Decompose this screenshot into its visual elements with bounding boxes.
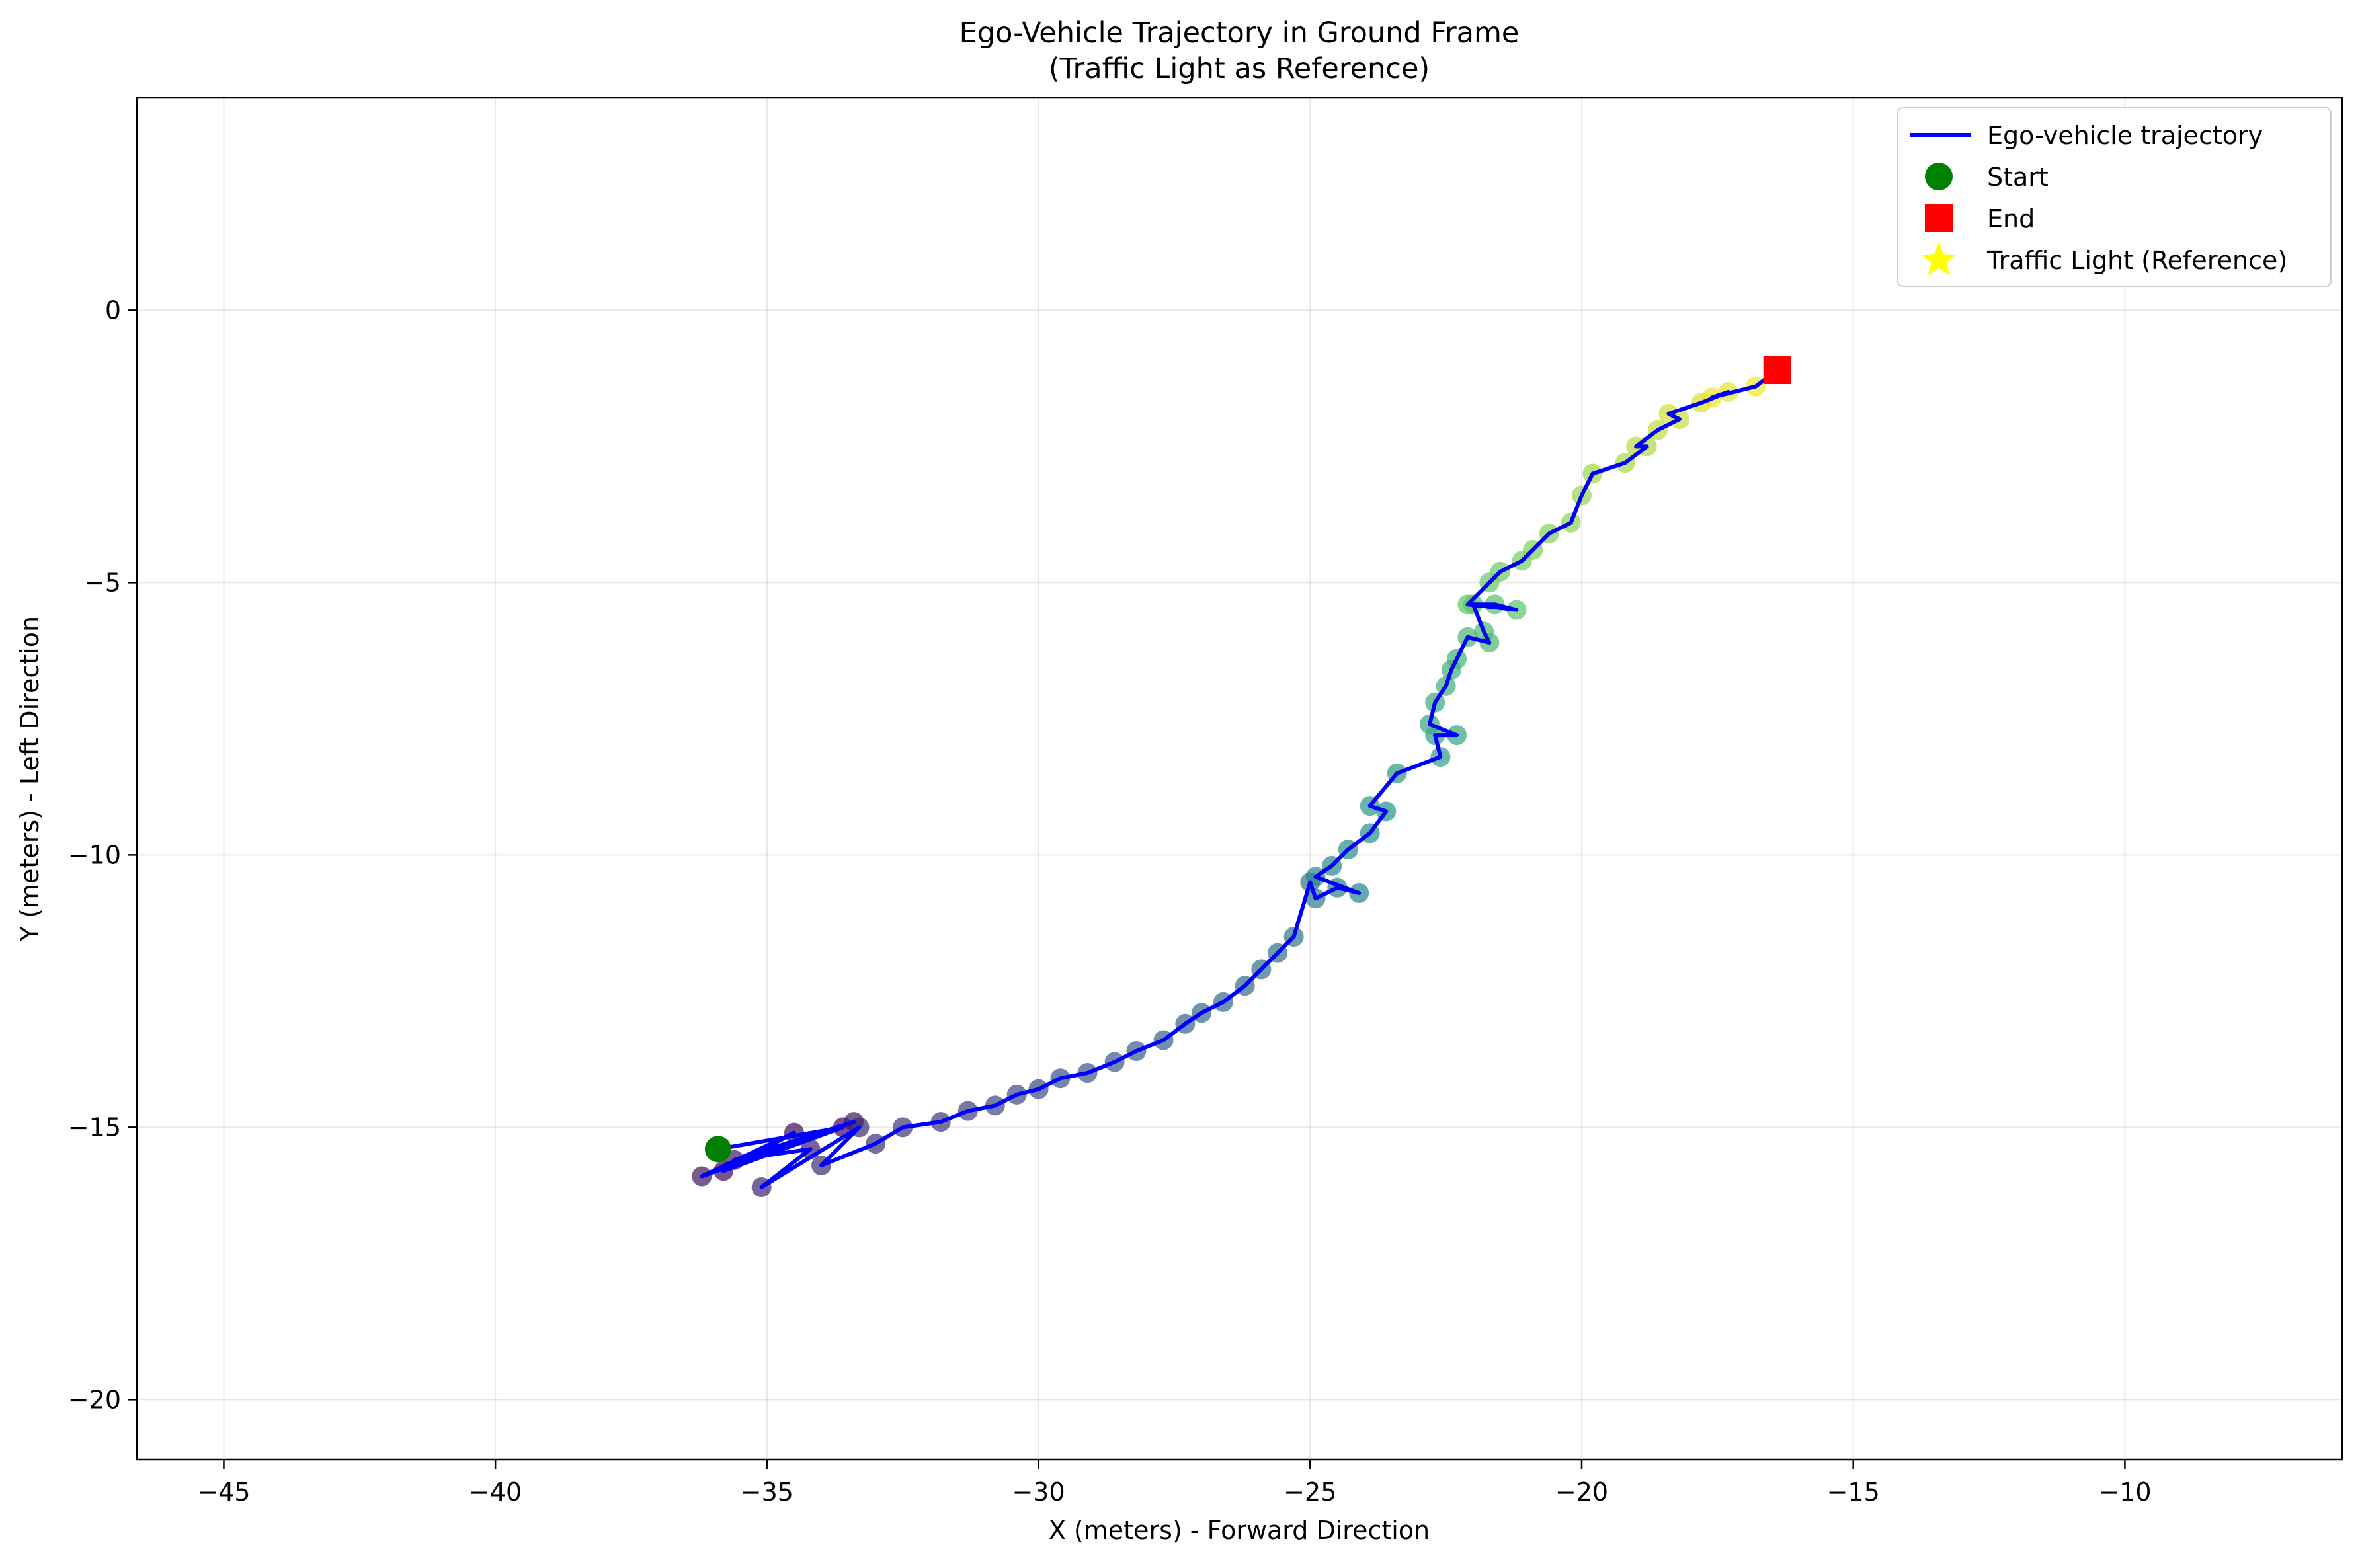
x-axis-ticks: −45 −40 −35 −30 −25 −20 −15 −10 bbox=[197, 1460, 2152, 1507]
x-tick-label: −35 bbox=[741, 1477, 793, 1507]
legend-start-swatch bbox=[1925, 163, 1953, 190]
start-marker bbox=[704, 1136, 731, 1163]
y-tick-label: −20 bbox=[68, 1385, 121, 1414]
y-axis-ticks: 0 −5 −10 −15 −20 bbox=[68, 295, 137, 1414]
x-tick-label: −15 bbox=[1827, 1477, 1880, 1507]
legend-label-end: End bbox=[1987, 204, 2035, 233]
legend-label-start: Start bbox=[1987, 163, 2049, 192]
x-tick-label: −40 bbox=[469, 1477, 522, 1507]
legend-star-swatch bbox=[1921, 242, 1957, 276]
y-tick-label: −10 bbox=[68, 840, 121, 869]
chart-title: Ego-Vehicle Trajectory in Ground Frame bbox=[959, 17, 1520, 50]
axes-frame bbox=[136, 97, 2343, 1461]
x-tick-label: −20 bbox=[1555, 1477, 1608, 1507]
legend-box bbox=[1897, 107, 2332, 287]
trajectory-line-layer bbox=[700, 368, 1779, 1189]
chart-subtitle: (Traffic Light as Reference) bbox=[1049, 52, 1430, 85]
end-marker bbox=[1763, 356, 1791, 384]
x-axis-label: X (meters) - Forward Direction bbox=[1049, 1516, 1430, 1545]
x-tick-label: −45 bbox=[197, 1477, 250, 1507]
y-axis-label: Y (meters) - Left Direction bbox=[15, 616, 44, 942]
legend-label-trajectory: Ego-vehicle trajectory bbox=[1987, 121, 2263, 150]
y-tick-label: −15 bbox=[68, 1113, 121, 1142]
trajectory-line bbox=[700, 368, 1779, 1189]
grid-lines bbox=[137, 98, 2342, 1460]
legend: Ego-vehicle trajectory Start End Traffic… bbox=[1897, 107, 2332, 287]
legend-label-traffic-light: Traffic Light (Reference) bbox=[1986, 246, 2287, 275]
legend-end-swatch bbox=[1925, 204, 1953, 232]
y-tick-label: 0 bbox=[105, 295, 121, 325]
endpoint-markers bbox=[704, 356, 1791, 1163]
x-tick-label: −30 bbox=[1012, 1477, 1065, 1507]
y-tick-label: −5 bbox=[84, 568, 121, 597]
x-tick-label: −25 bbox=[1283, 1477, 1336, 1507]
x-tick-label: −10 bbox=[2098, 1477, 2151, 1507]
